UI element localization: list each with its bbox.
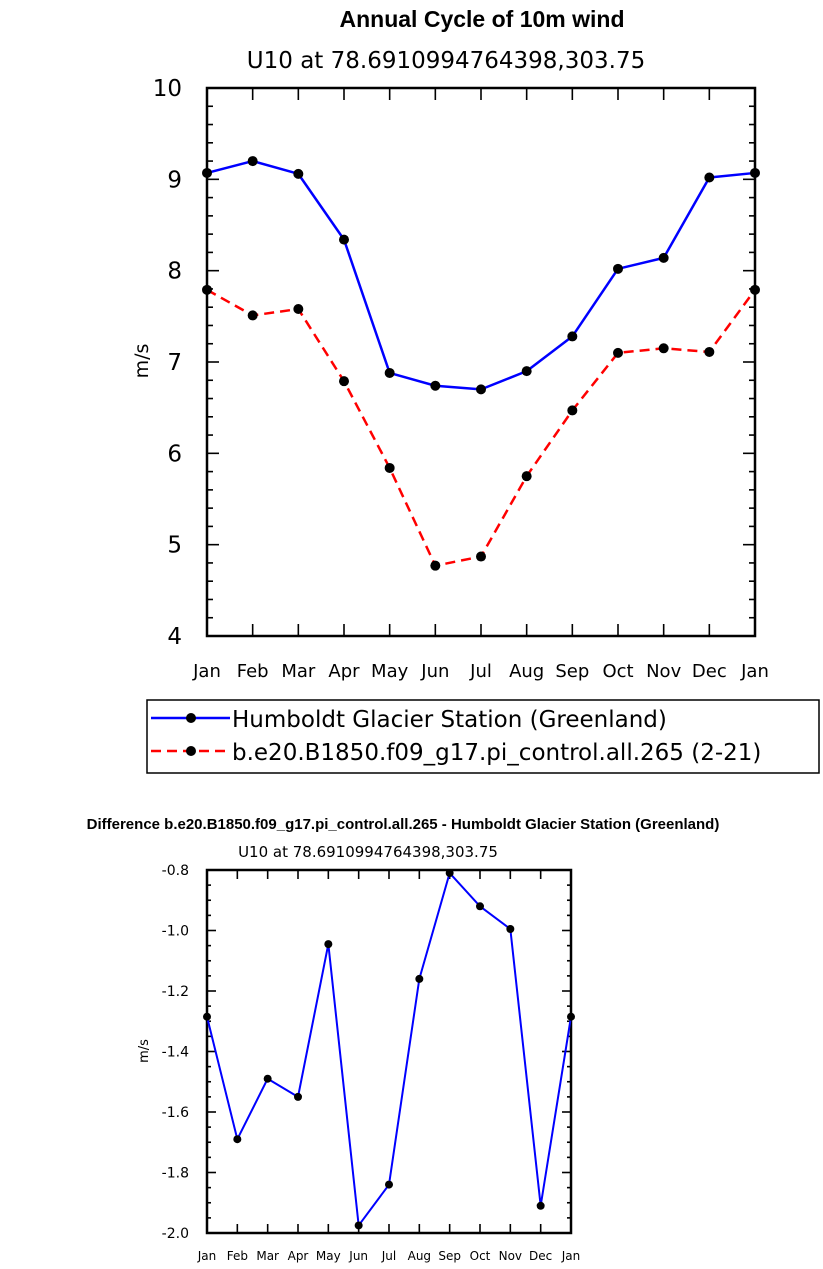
y-tick-label: -1.8 <box>162 1165 189 1181</box>
data-point <box>658 252 669 263</box>
x-tick-label: Aug <box>408 1249 431 1263</box>
y-tick-label: 8 <box>167 259 182 285</box>
bottom-chart-ylabel: m/s <box>137 1039 152 1063</box>
top-plot-area: 4 5 6 7 8 9 10 Jan Feb Mar Apr May Jun Jul Aug Sep Oct No… <box>153 76 769 682</box>
y-tick-label: 9 <box>167 167 182 193</box>
x-tick-label: Jun <box>420 661 449 682</box>
legend-marker-control <box>186 746 196 756</box>
y-tick-label: -1.4 <box>162 1044 189 1060</box>
x-tick-label: Mar <box>281 661 316 682</box>
x-tick-label: Feb <box>227 1249 248 1263</box>
data-point <box>233 1135 242 1144</box>
y-tick-label: 4 <box>167 624 182 650</box>
data-point <box>354 1221 363 1230</box>
data-point <box>476 384 486 395</box>
data-point <box>384 367 395 378</box>
data-point <box>506 924 515 933</box>
data-point <box>339 376 349 387</box>
bottom-chart-subtitle: U10 at 78.6910994764398,303.75 <box>238 843 498 861</box>
data-point <box>339 234 349 245</box>
data-point <box>567 1012 575 1021</box>
legend-marker-humboldt <box>186 713 196 723</box>
data-point <box>521 471 532 482</box>
x-tick-label: Apr <box>328 661 360 682</box>
data-point <box>293 304 304 315</box>
data-point <box>750 284 760 295</box>
data-point <box>445 869 454 878</box>
series-line-1 <box>206 288 757 567</box>
x-tick-label: May <box>371 661 409 682</box>
data-point <box>294 1092 302 1101</box>
data-point <box>704 346 715 357</box>
legend-box <box>146 699 820 774</box>
x-tick-label: Mar <box>256 1249 279 1263</box>
legend-label-control: b.e20.B1850.f09_g17.pi_control.all.265 (… <box>232 740 761 766</box>
y-tick-label: -1.2 <box>162 984 189 1000</box>
data-point <box>536 1201 545 1210</box>
bottom-chart-title: Difference b.e20.B1850.f09_g17.pi_contro… <box>87 816 720 833</box>
data-point <box>704 172 715 183</box>
y-tick-label: 7 <box>167 350 182 376</box>
data-point <box>202 284 212 295</box>
data-point <box>613 347 623 358</box>
y-tick-label: 6 <box>167 441 182 467</box>
top-chart-title: Annual Cycle of 10m wind <box>340 6 625 32</box>
y-tick-label: 5 <box>167 533 182 559</box>
data-point <box>384 462 395 473</box>
data-point <box>247 156 258 167</box>
y-tick-label: -0.8 <box>162 863 189 879</box>
x-tick-label: Jan <box>197 1249 217 1263</box>
data-point <box>430 560 441 571</box>
data-point <box>202 167 212 178</box>
bottom-plot-area: -2.0 -1.8 -1.6 -1.4 -1.2 -1.0 -0.8 Jan Feb Mar Apr… <box>162 863 581 1263</box>
x-tick-label: Jul <box>381 1249 396 1263</box>
data-point <box>415 974 424 983</box>
data-point <box>567 331 578 342</box>
data-point <box>203 1012 211 1021</box>
data-point <box>750 167 760 178</box>
y-tick-label: -2.0 <box>162 1226 189 1242</box>
data-point <box>521 366 532 377</box>
series-line-0 <box>206 872 572 1227</box>
data-point <box>324 940 333 949</box>
x-tick-label: Dec <box>692 661 727 682</box>
x-tick-label: Oct <box>602 661 633 682</box>
legend-label-humboldt: Humboldt Glacier Station (Greenland) <box>232 707 667 733</box>
y-tick-label: -1.0 <box>162 923 189 939</box>
data-point <box>658 343 669 354</box>
x-tick-label: Aug <box>509 661 544 682</box>
x-tick-label: Sep <box>555 661 589 682</box>
data-point <box>613 263 623 274</box>
data-point <box>567 405 578 416</box>
data-point <box>293 168 304 179</box>
data-point <box>385 1180 393 1189</box>
series-line-0 <box>206 159 756 391</box>
x-tick-label: Dec <box>529 1249 552 1263</box>
x-tick-label: Jan <box>561 1249 581 1263</box>
x-tick-label: Oct <box>470 1249 491 1263</box>
top-chart-ylabel: m/s <box>131 344 153 379</box>
x-tick-label: Nov <box>646 661 681 682</box>
data-point <box>263 1074 272 1083</box>
x-tick-label: Sep <box>438 1249 461 1263</box>
x-tick-label: Jul <box>469 661 492 682</box>
x-tick-label: Jun <box>348 1249 368 1263</box>
x-tick-label: Nov <box>499 1249 522 1263</box>
x-tick-label: Jan <box>740 661 769 682</box>
x-tick-label: May <box>316 1249 341 1263</box>
x-tick-label: Jan <box>192 661 221 682</box>
data-point <box>430 380 441 391</box>
data-point <box>476 551 486 562</box>
data-point <box>476 902 484 911</box>
y-tick-label: -1.6 <box>162 1105 189 1121</box>
data-point <box>247 310 258 321</box>
x-tick-label: Feb <box>237 661 269 682</box>
x-tick-label: Apr <box>288 1249 309 1263</box>
top-chart-subtitle: U10 at 78.6910994764398,303.75 <box>247 48 645 74</box>
y-tick-label: 10 <box>153 76 182 102</box>
legend: Humboldt Glacier Station (Greenland) b.e… <box>146 699 820 774</box>
